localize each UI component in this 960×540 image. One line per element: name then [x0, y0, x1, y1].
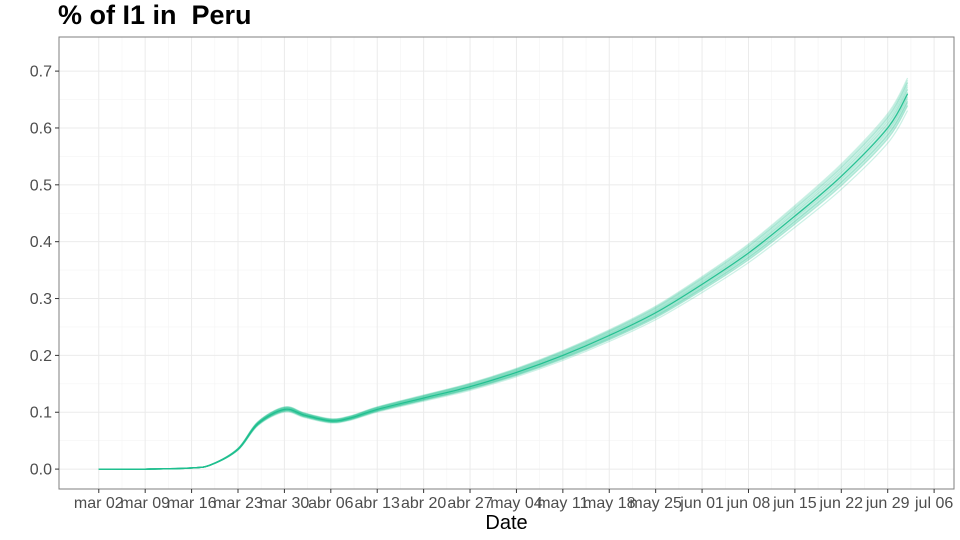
major-gridlines [59, 37, 954, 489]
x-tick-label: jun 15 [772, 495, 817, 512]
minor-gridlines [59, 37, 954, 489]
x-tick-label: mar 16 [167, 495, 217, 512]
y-tick-label: 0.6 [30, 120, 52, 137]
x-tick-label: abr 27 [447, 495, 492, 512]
x-tick-label: abr 20 [401, 495, 446, 512]
x-tick-label: mar 02 [74, 495, 124, 512]
y-tick-label: 0.5 [30, 177, 52, 194]
chart-title: % of I1 in Peru [58, 0, 252, 30]
x-axis-title: Date [485, 512, 527, 534]
y-tick-label: 0.2 [30, 348, 52, 365]
x-tick-label: abr 06 [308, 495, 353, 512]
x-tick-label: abr 13 [355, 495, 400, 512]
x-tick-label: may 25 [629, 495, 682, 512]
y-axis: 0.0 0.1 0.2 0.3 0.4 0.5 0.6 0.7 [30, 64, 59, 479]
y-tick-label: 0.4 [30, 234, 52, 251]
y-tick-label: 0.0 [30, 462, 52, 479]
y-tick-label: 0.3 [30, 291, 52, 308]
x-tick-label: jun 01 [679, 495, 724, 512]
plot-panel [59, 37, 954, 489]
x-tick-label: may 04 [490, 495, 543, 512]
x-tick-label: jun 22 [818, 495, 863, 512]
x-tick-label: jul 06 [914, 495, 953, 512]
x-tick-label: may 11 [537, 495, 588, 512]
series-lines [98, 77, 909, 470]
x-tick-label: mar 23 [213, 495, 263, 512]
plot-border [58, 36, 955, 490]
x-tick-label: mar 30 [260, 495, 310, 512]
y-tick-label: 0.1 [30, 405, 52, 422]
x-tick-label: jun 29 [865, 495, 910, 512]
x-tick-label: mar 09 [120, 495, 170, 512]
y-tick-label: 0.7 [30, 64, 52, 81]
series-line-median [98, 93, 909, 470]
x-tick-label: jun 08 [726, 495, 771, 512]
x-tick-label: may 18 [583, 495, 636, 512]
